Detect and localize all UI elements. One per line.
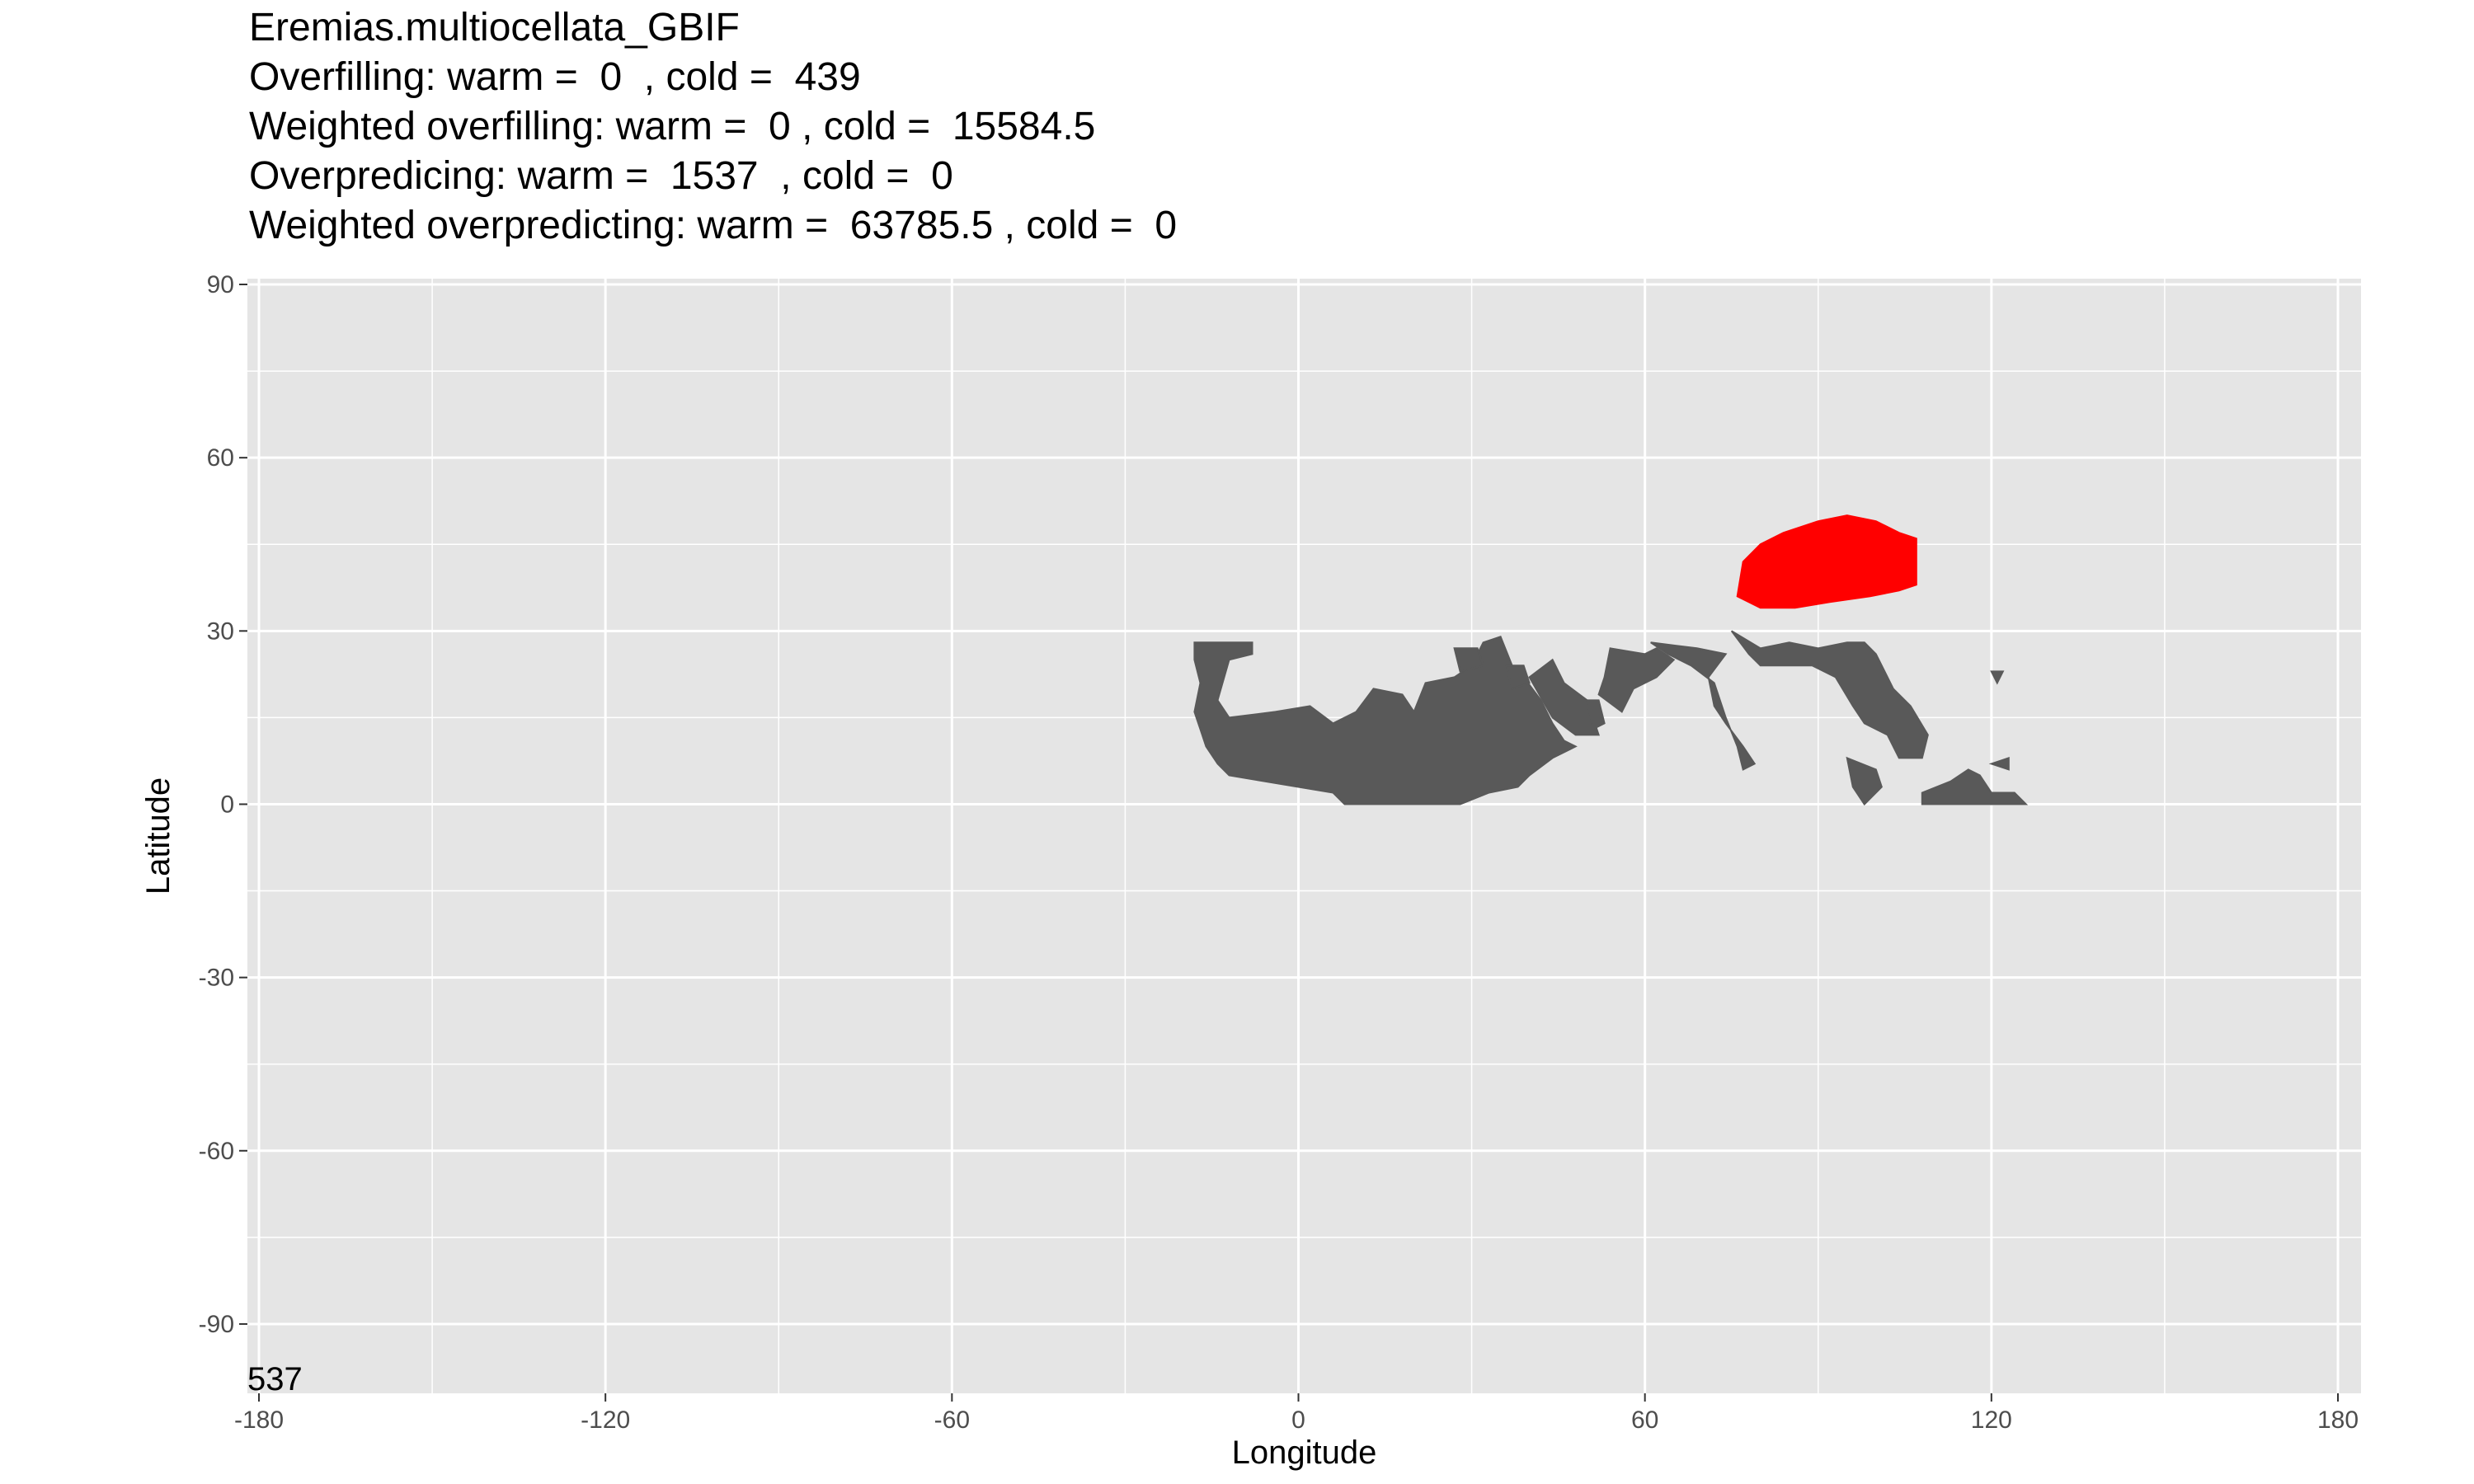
y-tick-label: 60 xyxy=(207,444,234,472)
predicted-range-region-6 xyxy=(1597,647,1676,713)
x-tick-label: -120 xyxy=(581,1407,630,1434)
y-tick-label: 0 xyxy=(220,791,234,818)
x-tick-label: 120 xyxy=(1971,1407,2012,1434)
predicted-range-region-10 xyxy=(1921,768,2029,805)
x-tick-label: 0 xyxy=(1291,1407,1305,1434)
y-tick-label: -90 xyxy=(199,1311,234,1338)
predicted-range-region-11 xyxy=(1988,757,2010,771)
corner-annotation: 537 xyxy=(247,1361,303,1397)
x-axis-title: Longitude xyxy=(1232,1435,1377,1471)
x-tick-label: 60 xyxy=(1631,1407,1658,1434)
x-tick-label: -180 xyxy=(234,1407,284,1434)
predicted-range-region-7 xyxy=(1650,641,1757,771)
chart-title-line-3: Weighted overfilling: warm = 0 , cold = … xyxy=(249,105,1096,148)
overfilling-cold-region-1 xyxy=(1736,514,1917,609)
chart-title-line-1: Eremias.multiocellata_GBIF xyxy=(249,6,740,49)
predicted-range-region-8 xyxy=(1730,630,1929,759)
x-tick-label: -60 xyxy=(934,1407,970,1434)
x-tick-label: 180 xyxy=(2317,1407,2359,1434)
y-axis-title: Latitude xyxy=(140,777,176,895)
predicted-range-region-1 xyxy=(1193,636,1578,805)
y-tick-label: 30 xyxy=(207,618,234,645)
predicted-range-region-5 xyxy=(1586,699,1606,730)
chart-title-line-4: Overpredicing: warm = 1537 , cold = 0 xyxy=(249,154,953,198)
y-tick-label: -30 xyxy=(199,965,234,992)
predicted-range-region-2 xyxy=(1453,647,1484,673)
panel-background xyxy=(247,279,2361,1393)
chart-title-line-2: Overfilling: warm = 0 , cold = 439 xyxy=(249,55,861,99)
y-tick-label: -60 xyxy=(199,1138,234,1165)
predicted-range-region-9 xyxy=(1846,756,1883,806)
y-tick-label: 90 xyxy=(207,271,234,298)
predicted-range-region-12 xyxy=(1990,670,2005,685)
predicted-range-region-3 xyxy=(1505,665,1531,690)
chart-title-line-5: Weighted overpredicting: warm = 63785.5 … xyxy=(249,204,1178,247)
